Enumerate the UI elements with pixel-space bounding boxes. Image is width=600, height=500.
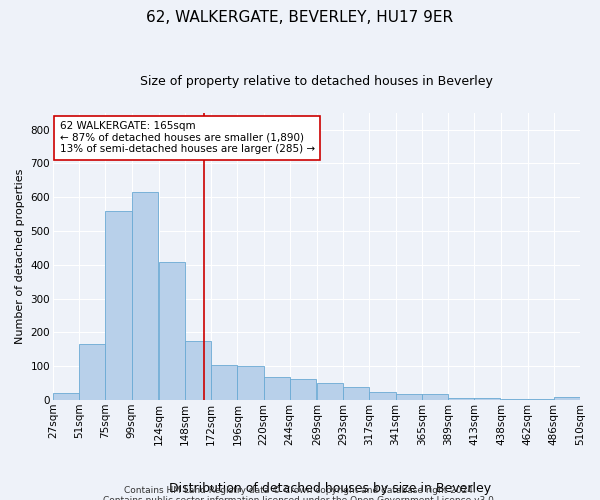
Bar (474, 398, 500, 400)
Bar (79, 344, 106, 400)
Bar (238, 366, 263, 400)
Text: Distribution of detached houses by size in Beverley: Distribution of detached houses by size … (169, 482, 491, 495)
Bar (422, 394, 448, 400)
Text: 62 WALKERGATE: 165sqm
← 87% of detached houses are smaller (1,890)
13% of semi-d: 62 WALKERGATE: 165sqm ← 87% of detached … (59, 121, 314, 154)
Bar (106, 211, 131, 400)
Text: 62, WALKERGATE, BEVERLEY, HU17 9ER: 62, WALKERGATE, BEVERLEY, HU17 9ER (146, 10, 454, 25)
Text: Contains HM Land Registry data © Crown copyright and database right 2024.
Contai: Contains HM Land Registry data © Crown c… (103, 486, 497, 500)
Bar (343, 386, 370, 400)
Bar (370, 392, 395, 400)
Bar (53, 392, 79, 400)
Title: Size of property relative to detached houses in Beverley: Size of property relative to detached ho… (140, 75, 493, 88)
Bar (554, 398, 580, 400)
Bar (211, 364, 238, 400)
Bar (317, 383, 343, 400)
Bar (185, 341, 211, 400)
Y-axis label: Number of detached properties: Number of detached properties (15, 169, 25, 344)
Bar (448, 398, 474, 400)
Bar (290, 379, 316, 400)
Bar (395, 394, 422, 400)
Bar (263, 377, 290, 400)
Bar (159, 262, 185, 400)
Bar (131, 192, 158, 400)
